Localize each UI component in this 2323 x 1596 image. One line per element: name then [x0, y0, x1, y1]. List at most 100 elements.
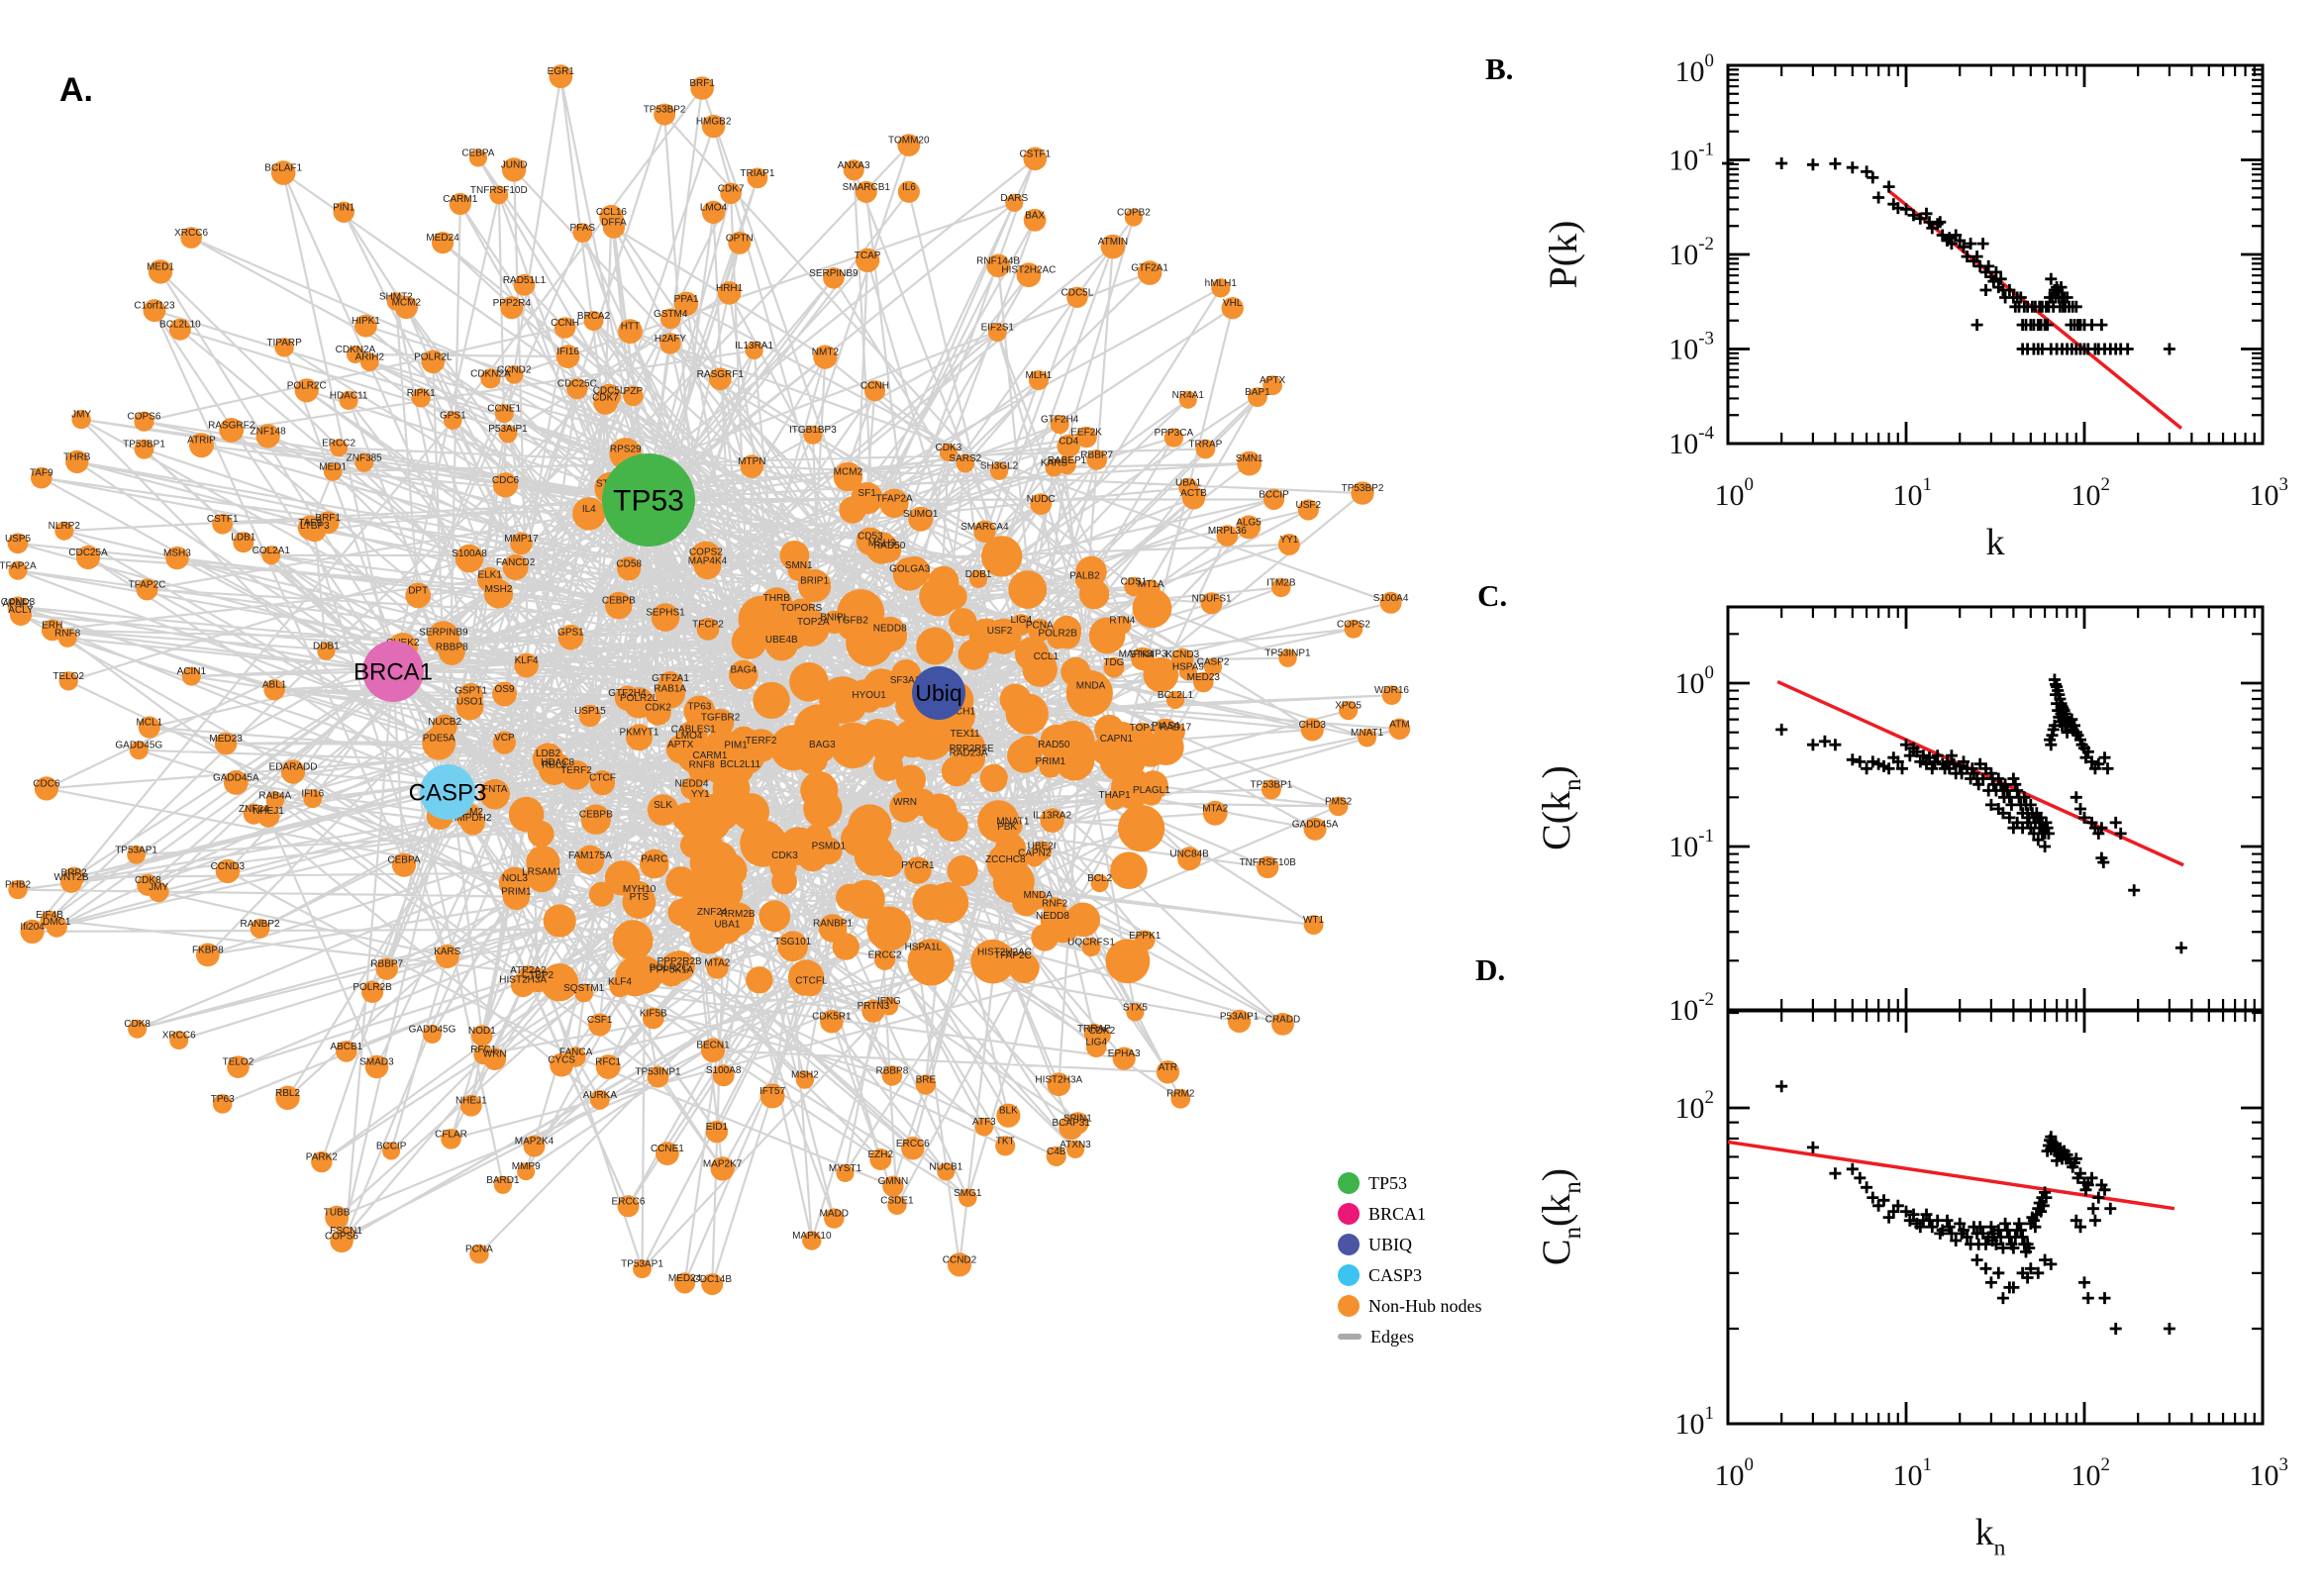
- network-node: [148, 881, 169, 903]
- gene-label: MADD: [820, 1209, 849, 1220]
- gene-label: PSMD1: [812, 841, 847, 851]
- gene-label: KARS: [1041, 457, 1068, 468]
- gene-label: TRRAP: [1188, 440, 1222, 450]
- network-node: [500, 296, 524, 320]
- gene-label: SF1: [858, 488, 876, 499]
- gene-label: KLF4: [608, 977, 632, 988]
- gene-label: STX5: [1123, 1002, 1148, 1013]
- gene-label: BECN1: [696, 1041, 730, 1051]
- gene-label: BACH1: [943, 706, 976, 717]
- gene-label: TELO2: [223, 1057, 254, 1068]
- network-node: [987, 323, 1007, 343]
- network-node: [1134, 930, 1156, 951]
- gene-label: CYCS: [548, 1055, 575, 1066]
- network-node: [391, 852, 417, 877]
- gene-label: ACTB: [1180, 488, 1207, 499]
- gene-label: COPB2: [1117, 208, 1151, 219]
- gene-label: IFI16: [301, 789, 324, 800]
- network-node: [728, 231, 752, 254]
- gene-label: TFAP2A: [0, 560, 37, 571]
- network-node: [339, 390, 358, 410]
- gene-label: CDK3: [936, 443, 962, 453]
- network-node: [956, 453, 975, 473]
- gene-label: CCND3: [1, 597, 36, 608]
- gene-label: ALG5: [1236, 517, 1262, 528]
- network-node: [7, 596, 29, 618]
- gene-label: GADD45G: [115, 741, 162, 751]
- gene-label: TFAP2C: [129, 579, 166, 590]
- gene-label: NHEJ1: [252, 806, 284, 817]
- gene-label: GMNN: [878, 1176, 909, 1187]
- network-node: [879, 488, 909, 518]
- network-node: [1262, 375, 1282, 396]
- network-node: [759, 1083, 785, 1109]
- network-node: [1075, 426, 1097, 449]
- network-node: [882, 1175, 904, 1197]
- network-node: [459, 1094, 482, 1117]
- gene-label: CEBPB: [602, 596, 636, 607]
- network-node: [1388, 718, 1411, 741]
- network-node: [843, 159, 864, 181]
- gene-label: hMLH1: [1205, 278, 1238, 289]
- gene-label: EPPK1: [1129, 931, 1162, 942]
- gene-label: EIF4B: [36, 910, 63, 921]
- gene-label: RAD50: [1038, 740, 1070, 750]
- gene-label: TFAP2A: [875, 493, 913, 504]
- gene-label: GSTM4: [654, 309, 688, 320]
- gene-label: CSDE1: [880, 1195, 914, 1206]
- network-node: [958, 639, 989, 670]
- network-node: [995, 1136, 1016, 1156]
- gene-label: CDK2: [1088, 1026, 1115, 1037]
- axis-tick-label: 10-2: [1668, 234, 1714, 271]
- network-node: [873, 948, 896, 970]
- network-node: [1040, 808, 1064, 833]
- gene-label: HMGB2: [696, 117, 732, 128]
- network-node: [618, 319, 643, 345]
- network-node: [136, 578, 158, 601]
- network-node: [1221, 297, 1244, 320]
- network-node: [640, 848, 669, 879]
- gene-label: STK4: [1129, 649, 1154, 660]
- network-node: [517, 1162, 536, 1181]
- network-node: [626, 724, 653, 751]
- network-node: [919, 576, 959, 617]
- gene-label: GPS1: [440, 411, 466, 422]
- network-node: [981, 536, 1023, 577]
- gene-label: PBK: [997, 822, 1017, 833]
- network-node: [1124, 576, 1144, 597]
- gene-label: TGFB2: [837, 615, 869, 626]
- gene-label: CDK2: [645, 703, 671, 714]
- network-node: [1131, 647, 1155, 671]
- network-node: [823, 267, 845, 289]
- network-node: [789, 662, 829, 702]
- network-node: [479, 778, 510, 810]
- gene-label: CASP2: [1197, 657, 1230, 668]
- network-node: [1036, 651, 1056, 671]
- network-node: [510, 532, 533, 555]
- gene-label: CCNH: [860, 381, 889, 392]
- network-node: [836, 1163, 855, 1182]
- gene-label: BNIPL: [820, 612, 849, 623]
- network-node: [1170, 648, 1194, 671]
- gene-label: SHMT2: [379, 292, 413, 303]
- network-node: [1008, 570, 1048, 609]
- gene-label: EGR1: [548, 66, 575, 77]
- network-node: [483, 579, 514, 609]
- network-node: [346, 346, 364, 363]
- gene-label: CDC6: [33, 778, 60, 789]
- network-node: [655, 677, 686, 709]
- gene-label: TIPARP: [266, 338, 302, 349]
- network-node: [483, 1047, 507, 1070]
- network-node: [1143, 656, 1179, 693]
- network-node: [1271, 1013, 1294, 1036]
- gene-label: RRM2: [1166, 1089, 1195, 1100]
- network-node: [897, 180, 921, 203]
- gene-label: EEF2K: [1070, 428, 1102, 439]
- gene-label: TP53BP1: [123, 440, 165, 450]
- network-node: [937, 1162, 956, 1181]
- gene-label: BCL2: [1087, 873, 1112, 884]
- network-node: [169, 1031, 189, 1050]
- network-node: [1124, 208, 1143, 227]
- network-node: [851, 482, 883, 515]
